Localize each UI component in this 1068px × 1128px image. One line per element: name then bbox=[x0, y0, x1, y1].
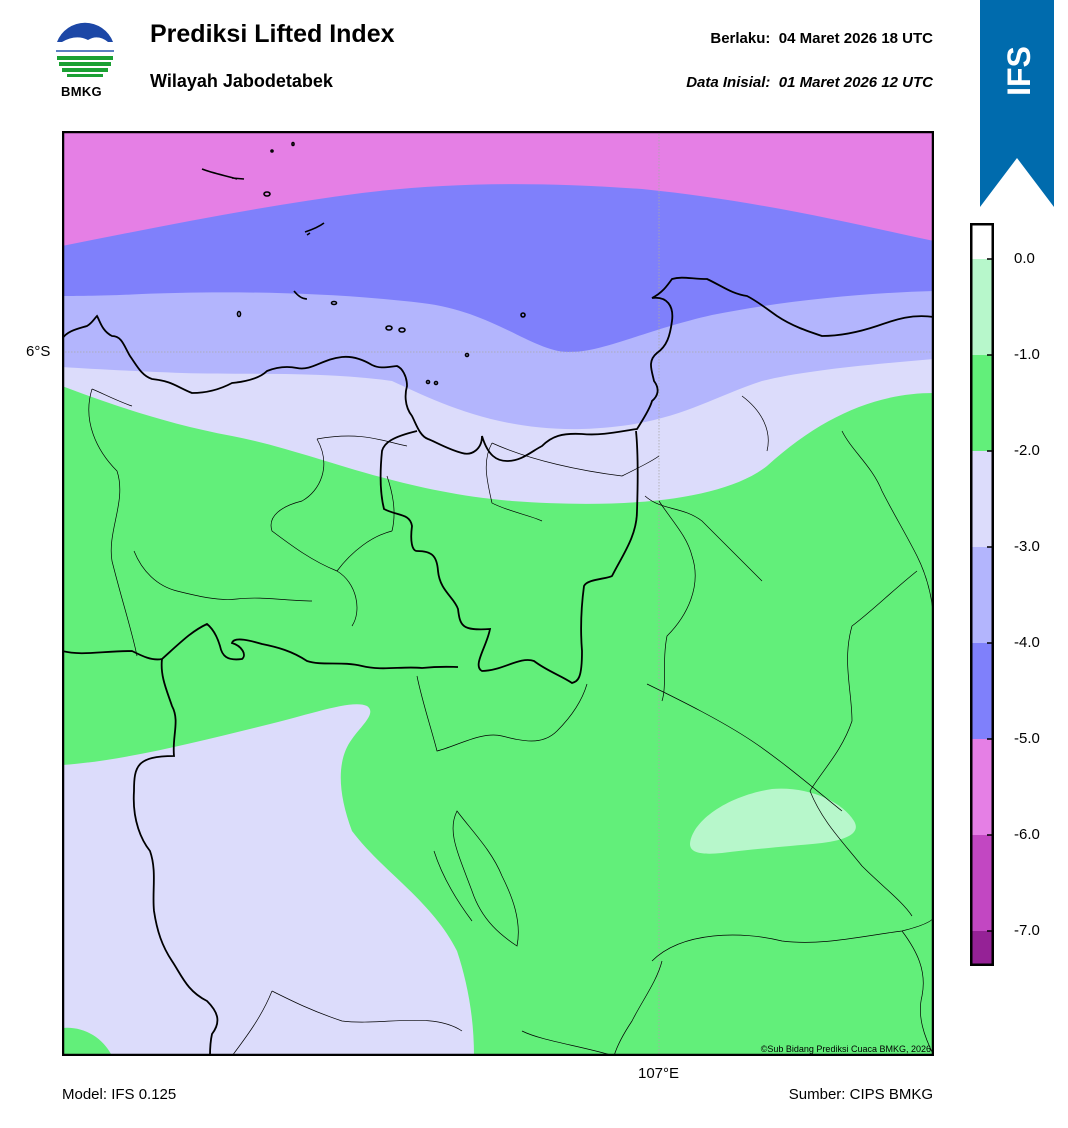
model-info: Model: IFS 0.125 bbox=[62, 1086, 177, 1103]
bmkg-logo bbox=[52, 20, 118, 86]
lon-label: 107°E bbox=[638, 1065, 680, 1082]
regency-boundaries bbox=[88, 388, 934, 1056]
colorbar-minus5-to-minus6 bbox=[970, 739, 994, 835]
init-time: Data Inisial: 01 Maret 2026 12 UTC bbox=[686, 74, 933, 91]
logo-text: BMKG bbox=[61, 84, 102, 99]
map-subtitle: Wilayah Jabodetabek bbox=[150, 71, 333, 91]
colorbar bbox=[970, 223, 994, 966]
colorbar-label: -1.0 bbox=[1014, 346, 1040, 363]
colorbar-minus4-to-minus5 bbox=[970, 643, 994, 739]
valid-value: 04 Maret 2026 18 UTC bbox=[778, 30, 933, 47]
colorbar-label: -2.0 bbox=[1014, 442, 1040, 459]
colorbar-below-minus7 bbox=[970, 931, 994, 966]
band-0-minus1 bbox=[690, 788, 856, 854]
colorbar-label: 0.0 bbox=[1014, 250, 1035, 267]
band-minus1-minus2-corner bbox=[62, 1027, 112, 1056]
islands bbox=[201, 141, 526, 386]
valid-label: Berlaku: bbox=[710, 30, 771, 47]
ribbon-label: IFS bbox=[1001, 46, 1037, 96]
colorbar-minus2-to-minus3 bbox=[970, 451, 994, 547]
valid-time: Berlaku: 04 Maret 2026 18 UTC bbox=[710, 30, 933, 47]
band-minus2-minus3-southwest bbox=[62, 704, 474, 1056]
map-title: Prediksi Lifted Index bbox=[150, 20, 395, 48]
ribbon-label-text: IFS bbox=[1001, 46, 1037, 96]
map-border bbox=[62, 131, 934, 1056]
init-value: 01 Maret 2026 12 UTC bbox=[778, 74, 933, 91]
colorbar-label: -4.0 bbox=[1014, 634, 1040, 651]
colorbar-minus3-to-minus4 bbox=[970, 547, 994, 643]
init-label: Data Inisial: bbox=[686, 74, 771, 91]
map-frame: ©Sub Bidang Prediksi Cuaca BMKG, 2026 bbox=[62, 131, 934, 1056]
colorbar-minus1-to-minus2 bbox=[970, 355, 994, 451]
ifs-ribbon bbox=[980, 0, 1054, 207]
map-credit: ©Sub Bidang Prediksi Cuaca BMKG, 2026 bbox=[761, 1044, 931, 1054]
source-info: Sumber: CIPS BMKG bbox=[788, 1086, 933, 1103]
colorbar-0-to-minus1 bbox=[970, 259, 994, 355]
lat-label: 6°S bbox=[26, 343, 51, 360]
colorbar-label: -3.0 bbox=[1014, 538, 1040, 555]
province-boundaries bbox=[62, 430, 639, 1056]
colorbar-above-0 bbox=[970, 223, 994, 261]
colorbar-label: -6.0 bbox=[1014, 826, 1040, 843]
colorbar-label: -7.0 bbox=[1014, 922, 1040, 939]
coastline bbox=[62, 276, 934, 462]
colorbar-label: -5.0 bbox=[1014, 730, 1040, 747]
band-minus5-minus6 bbox=[62, 131, 934, 246]
colorbar-minus6-to-minus7 bbox=[970, 835, 994, 931]
